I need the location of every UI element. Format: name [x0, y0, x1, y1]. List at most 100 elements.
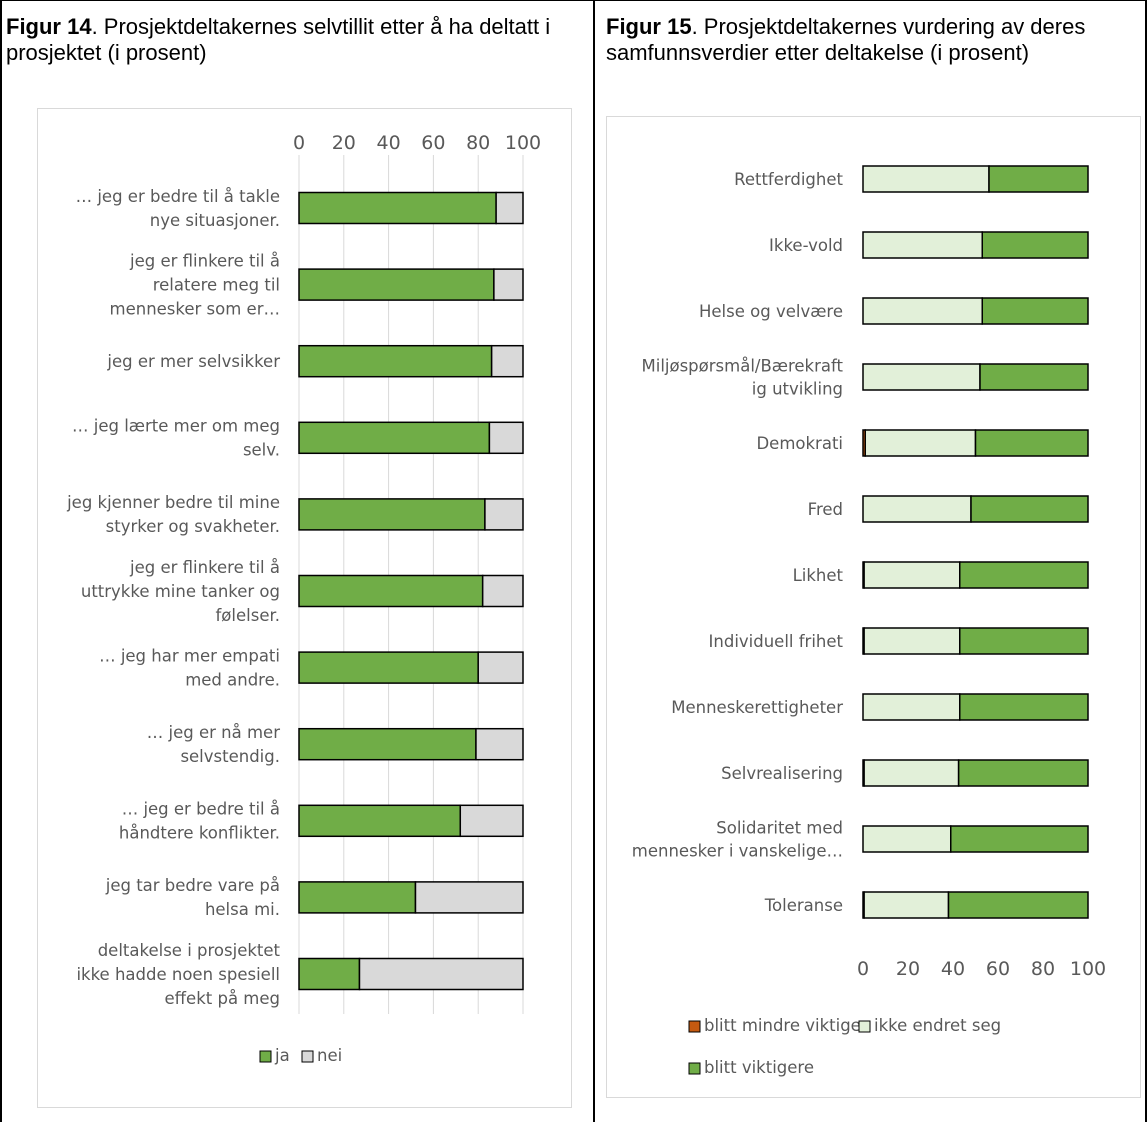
table-column-divider [593, 0, 595, 1122]
bar-ikke-endret-seg [863, 891, 950, 919]
chart-14-area: 0 20 40 60 80 100 … jeg er bedre til å takle ny… [37, 108, 572, 1108]
category-label-line: … jeg er bedre til å takle [76, 187, 280, 206]
bar-blitt-viktigere [981, 231, 1089, 259]
bar-ikke-endret-seg [864, 429, 977, 457]
bar-ikke-endret-seg [862, 495, 972, 523]
category-label: jeg tar bedre vare på helsa mi. [105, 876, 280, 919]
table-border-right [1145, 0, 1147, 1122]
category-label-line: Selvrealisering [721, 764, 843, 783]
bar-nei [490, 344, 524, 378]
x-tick-label: 60 [421, 132, 445, 154]
category-label: … jeg er nå mer selvstendig. [147, 723, 280, 766]
category-label: Ikke-vold [769, 236, 843, 255]
category-label-line: jeg er mer selvsikker [106, 352, 280, 371]
bar-blitt-viktigere [947, 891, 1089, 919]
legend-swatch [688, 1020, 701, 1033]
category-label-line: Ikke-vold [769, 236, 843, 255]
figure-15-label: Figur 15 [606, 14, 692, 39]
chart-15-svg: 0 20 40 60 80 100 Rettferdighet Ikke-vold Helse … [632, 165, 1106, 1077]
category-label-line: Helse og velvære [699, 302, 843, 321]
category-label-line: styrker og svakheter. [106, 517, 280, 536]
chart-14-svg: 0 20 40 60 80 100 … jeg er bedre til å takle ny… [66, 132, 541, 1065]
category-label-line: Solidaritet med [716, 818, 843, 837]
category-label: Fred [808, 500, 843, 519]
category-label-line: med andre. [185, 670, 280, 689]
legend-swatch [688, 1062, 701, 1075]
x-tick-label: 60 [986, 958, 1010, 980]
category-label: … jeg har mer empati med andre. [99, 646, 280, 689]
category-label: Solidaritet med mennesker i vanskelige… [632, 818, 843, 860]
category-label-line: Likhet [793, 566, 844, 585]
bar-ikke-endret-seg [863, 759, 960, 787]
category-label-line: … jeg lærte mer om meg [72, 417, 280, 436]
bar-ja [298, 727, 477, 761]
bar-nei [495, 191, 524, 225]
bar-ja [298, 804, 462, 838]
category-label: Miljøspørsmål/Bærekraft ig utvikling [642, 356, 844, 398]
bar-blitt-viktigere [959, 693, 1089, 721]
category-label-line: håndtere konflikter. [119, 824, 280, 843]
bar-nei [475, 727, 524, 761]
x-tick-label: 40 [941, 958, 965, 980]
category-label-line: jeg tar bedre vare på [105, 876, 280, 895]
bar-ja [298, 268, 495, 301]
category-label: Helse og velvære [699, 302, 843, 321]
category-label-line: Demokrati [756, 434, 843, 453]
category-label-line: følelser. [216, 606, 281, 625]
category-label-line: Miljøspørsmål/Bærekraft [642, 356, 844, 375]
bar-blitt-viktigere [959, 627, 1089, 655]
figure-15-title: Figur 15. Prosjektdeltakernes vurdering … [606, 14, 1136, 66]
bar-blitt-viktigere [950, 825, 1089, 853]
bar-nei [358, 957, 524, 991]
category-label: Toleranse [764, 896, 843, 915]
category-label-line: ig utvikling [752, 379, 843, 398]
bar-nei [477, 651, 524, 684]
x-tick-label: 0 [293, 132, 305, 154]
category-label: Likhet [793, 566, 844, 585]
figure-14-label: Figur 14 [6, 14, 92, 39]
bar-ikke-endret-seg [863, 561, 961, 589]
category-label-line: jeg kjenner bedre til mine [66, 493, 280, 512]
bar-nei [459, 804, 524, 838]
bar-nei [484, 498, 524, 531]
bar-blitt-viktigere [970, 495, 1089, 523]
category-label: jeg kjenner bedre til mine styrker og sva… [66, 493, 280, 536]
figure-14-title: Figur 14. Prosjektdeltakernes selvtillit… [6, 14, 586, 66]
bar-blitt-viktigere [957, 759, 1089, 787]
bar-ja [298, 957, 361, 991]
category-label-line: mennesker som er… [110, 299, 280, 318]
legend-swatch [858, 1020, 871, 1033]
bar-ikke-endret-seg [862, 363, 981, 391]
category-label-line: relatere meg til [153, 275, 280, 294]
bar-ja [298, 651, 479, 684]
bar-nei [493, 268, 524, 301]
category-label-line: nye situasjoner. [150, 211, 280, 230]
x-tick-label: 20 [332, 132, 356, 154]
category-label: … jeg lærte mer om meg selv. [72, 417, 280, 460]
bar-ja [298, 881, 417, 914]
x-tick-label: 0 [857, 958, 869, 980]
bar-blitt-viktigere [988, 165, 1089, 193]
category-label: jeg er mer selvsikker [106, 352, 280, 371]
bar-blitt-viktigere [959, 561, 1089, 589]
bar-nei [414, 881, 524, 914]
category-label-line: Fred [808, 500, 843, 519]
bar-ja [298, 421, 491, 455]
category-label: Demokrati [756, 434, 843, 453]
chart-15-area: 0 20 40 60 80 100 Rettferdighet Ikke-vold Helse … [606, 116, 1141, 1098]
category-label: … jeg er bedre til å takle nye situasjone… [76, 187, 280, 230]
category-label: jeg er flinkere til å relatere meg til men… [110, 251, 280, 318]
table-border-left [0, 0, 2, 1122]
category-label-line: … jeg er bedre til å [122, 800, 280, 819]
bar-ikke-endret-seg [863, 627, 961, 655]
legend-label: blitt viktigere [704, 1058, 814, 1077]
category-label: Rettferdighet [734, 170, 843, 189]
category-label: Selvrealisering [721, 764, 843, 783]
bar-ikke-endret-seg [862, 825, 952, 853]
category-label-line: helsa mi. [205, 900, 280, 919]
category-label-line: selvstendig. [180, 747, 280, 766]
category-label-line: … jeg har mer empati [99, 646, 280, 665]
x-tick-label: 100 [505, 132, 541, 154]
category-label-line: deltakelse i prosjektet [98, 941, 281, 960]
category-label-line: jeg er flinkere til å [129, 251, 280, 270]
